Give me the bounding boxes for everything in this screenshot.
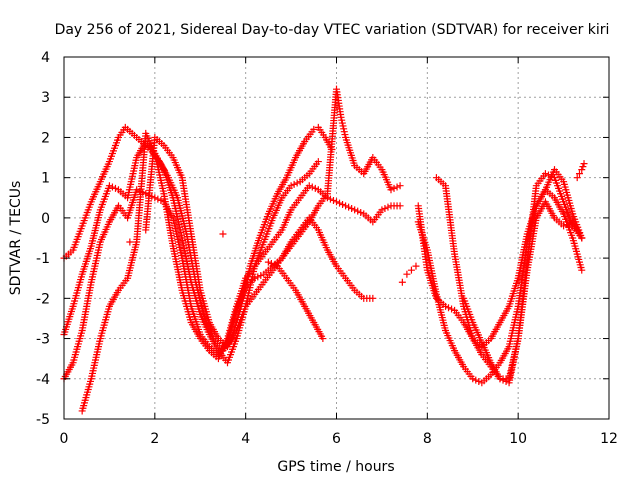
x-tick-label: 0 [60, 431, 69, 447]
data-point [329, 196, 337, 204]
data-point [339, 200, 347, 208]
data-point [157, 196, 165, 204]
data-point [133, 186, 141, 194]
series-track-k [573, 160, 588, 182]
chart-title: Day 256 of 2021, Sidereal Day-to-day VTE… [55, 22, 610, 38]
data-point [290, 180, 298, 188]
data-point [390, 184, 398, 192]
data-point [357, 209, 365, 217]
data-point [472, 376, 480, 384]
data-point [257, 272, 265, 280]
x-tick-label: 4 [241, 431, 250, 447]
data-point [445, 304, 453, 312]
series-track-d [78, 129, 322, 415]
data-point [105, 182, 113, 190]
data-point [108, 183, 116, 191]
data-point [578, 234, 586, 242]
y-tick-label: 2 [41, 130, 50, 146]
data-point [387, 186, 395, 194]
data-point [396, 182, 404, 190]
data-point [578, 266, 586, 274]
data-point [336, 199, 344, 207]
data-point [579, 163, 587, 171]
data-point [351, 206, 359, 214]
data-point [398, 278, 406, 286]
data-point [342, 202, 350, 210]
y-axis-label: SDTVAR / TECUs [8, 181, 24, 296]
data-point [560, 222, 568, 230]
data-point [442, 302, 449, 310]
data-point [541, 170, 549, 178]
y-tick-label: -1 [36, 251, 50, 267]
marks-layer [60, 85, 588, 415]
data-point [407, 266, 415, 274]
data-point [314, 158, 322, 166]
series-track-f [264, 258, 327, 343]
data-point [566, 219, 574, 227]
data-point [384, 203, 392, 211]
grid-layer [64, 57, 609, 419]
data-point [333, 198, 340, 206]
data-point [412, 262, 420, 270]
data-point [396, 202, 404, 210]
series-track-e [142, 85, 404, 351]
y-tick-label: -3 [36, 332, 50, 348]
data-point [308, 183, 316, 191]
x-tick-label: 8 [423, 431, 432, 447]
data-point [381, 205, 389, 213]
data-point [319, 335, 327, 343]
data-point [563, 221, 571, 229]
data-point [267, 259, 275, 267]
series-track-g [414, 186, 586, 387]
data-point [354, 207, 362, 215]
data-point [475, 377, 483, 385]
data-point [219, 230, 227, 238]
data-point [293, 179, 301, 187]
data-point [345, 203, 353, 211]
data-point [575, 170, 583, 178]
x-axis-label: GPS time / hours [277, 459, 394, 475]
x-tick-label: 12 [600, 431, 618, 447]
data-point [348, 205, 356, 213]
data-point [573, 174, 581, 182]
data-point [154, 195, 162, 203]
data-point [326, 195, 334, 203]
data-point [111, 184, 119, 192]
data-point [126, 238, 134, 246]
data-point [151, 194, 159, 202]
series-track-i [432, 166, 586, 351]
data-point [369, 294, 377, 302]
data-point [448, 305, 456, 313]
data-point [305, 182, 313, 190]
data-point [270, 261, 278, 269]
y-tick-label: -5 [36, 412, 50, 428]
data-point [403, 270, 411, 278]
data-point [393, 183, 401, 191]
y-tick-label: 0 [41, 211, 50, 227]
data-point [469, 375, 477, 383]
data-point [378, 206, 386, 214]
x-tick-label: 6 [332, 431, 341, 447]
data-point [578, 166, 586, 174]
y-tick-label: -2 [36, 291, 50, 307]
data-point [287, 182, 295, 190]
y-tick-label: 3 [41, 90, 50, 106]
series-isolated [126, 230, 420, 286]
y-tick-label: 1 [41, 171, 50, 187]
y-tick-label: -4 [36, 372, 50, 388]
data-point [310, 125, 318, 133]
y-tick-label: 4 [41, 50, 50, 66]
data-point [311, 184, 319, 192]
x-tick-label: 10 [509, 431, 527, 447]
data-point [264, 258, 272, 266]
data-point [580, 160, 588, 168]
x-tick-label: 2 [150, 431, 159, 447]
series-track-j [460, 198, 586, 383]
